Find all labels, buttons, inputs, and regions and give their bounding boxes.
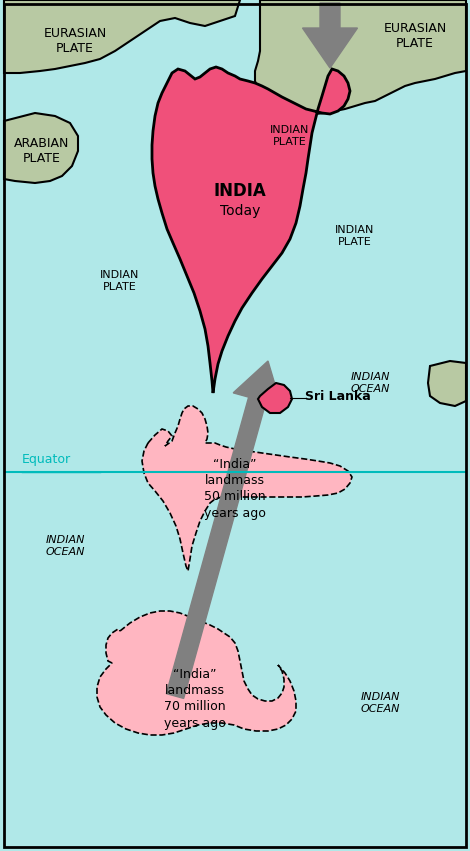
Polygon shape <box>258 383 292 413</box>
Text: INDIAN
OCEAN: INDIAN OCEAN <box>45 535 85 557</box>
FancyArrow shape <box>166 361 282 699</box>
Text: years ago: years ago <box>164 717 226 729</box>
Polygon shape <box>97 611 296 735</box>
Polygon shape <box>152 67 350 393</box>
Text: INDIAN
OCEAN: INDIAN OCEAN <box>350 372 390 394</box>
Text: EURASIAN
PLATE: EURASIAN PLATE <box>43 27 107 55</box>
Text: “India”: “India” <box>213 459 257 471</box>
Text: 50 million: 50 million <box>204 490 266 504</box>
Text: Today: Today <box>220 204 260 218</box>
Polygon shape <box>4 0 240 73</box>
Text: Sri Lanka: Sri Lanka <box>305 390 371 403</box>
Polygon shape <box>142 406 352 571</box>
Polygon shape <box>4 113 78 183</box>
Polygon shape <box>255 0 466 114</box>
Text: INDIAN
OCEAN: INDIAN OCEAN <box>360 692 400 714</box>
FancyArrow shape <box>303 3 358 68</box>
Polygon shape <box>428 361 466 406</box>
Text: INDIAN
PLATE: INDIAN PLATE <box>335 226 375 247</box>
Text: INDIAN
PLATE: INDIAN PLATE <box>100 271 140 292</box>
Text: EURASIAN
PLATE: EURASIAN PLATE <box>384 22 446 50</box>
Text: landmass: landmass <box>165 684 225 698</box>
Text: ARABIAN
PLATE: ARABIAN PLATE <box>14 137 70 165</box>
Text: “India”: “India” <box>173 669 217 682</box>
Text: INDIA: INDIA <box>214 182 266 200</box>
Text: 70 million: 70 million <box>164 700 226 713</box>
Text: INDIAN
PLATE: INDIAN PLATE <box>270 125 310 147</box>
Text: landmass: landmass <box>205 475 265 488</box>
Text: Equator: Equator <box>22 454 71 466</box>
Text: years ago: years ago <box>204 506 266 519</box>
